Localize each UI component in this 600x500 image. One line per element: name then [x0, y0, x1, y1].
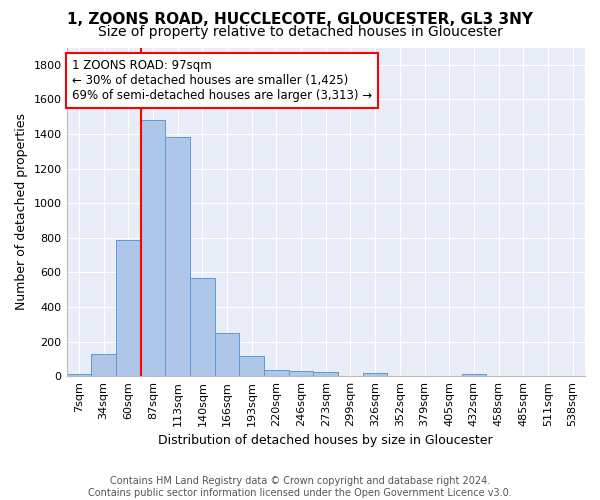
Bar: [313, 372, 338, 376]
Bar: [67, 374, 91, 376]
Text: Size of property relative to detached houses in Gloucester: Size of property relative to detached ho…: [98, 25, 502, 39]
Bar: [116, 240, 140, 376]
Bar: [190, 278, 215, 376]
Bar: [264, 370, 289, 376]
Bar: [363, 372, 388, 376]
Bar: [461, 374, 486, 376]
Bar: [140, 120, 165, 376]
Bar: [215, 333, 239, 376]
Bar: [91, 354, 116, 376]
Bar: [165, 138, 190, 376]
Text: 1, ZOONS ROAD, HUCCLECOTE, GLOUCESTER, GL3 3NY: 1, ZOONS ROAD, HUCCLECOTE, GLOUCESTER, G…: [67, 12, 533, 28]
Text: Contains HM Land Registry data © Crown copyright and database right 2024.
Contai: Contains HM Land Registry data © Crown c…: [88, 476, 512, 498]
Text: 1 ZOONS ROAD: 97sqm
← 30% of detached houses are smaller (1,425)
69% of semi-det: 1 ZOONS ROAD: 97sqm ← 30% of detached ho…: [72, 59, 372, 102]
Y-axis label: Number of detached properties: Number of detached properties: [15, 114, 28, 310]
Bar: [239, 356, 264, 376]
Bar: [289, 371, 313, 376]
X-axis label: Distribution of detached houses by size in Gloucester: Distribution of detached houses by size …: [158, 434, 493, 448]
